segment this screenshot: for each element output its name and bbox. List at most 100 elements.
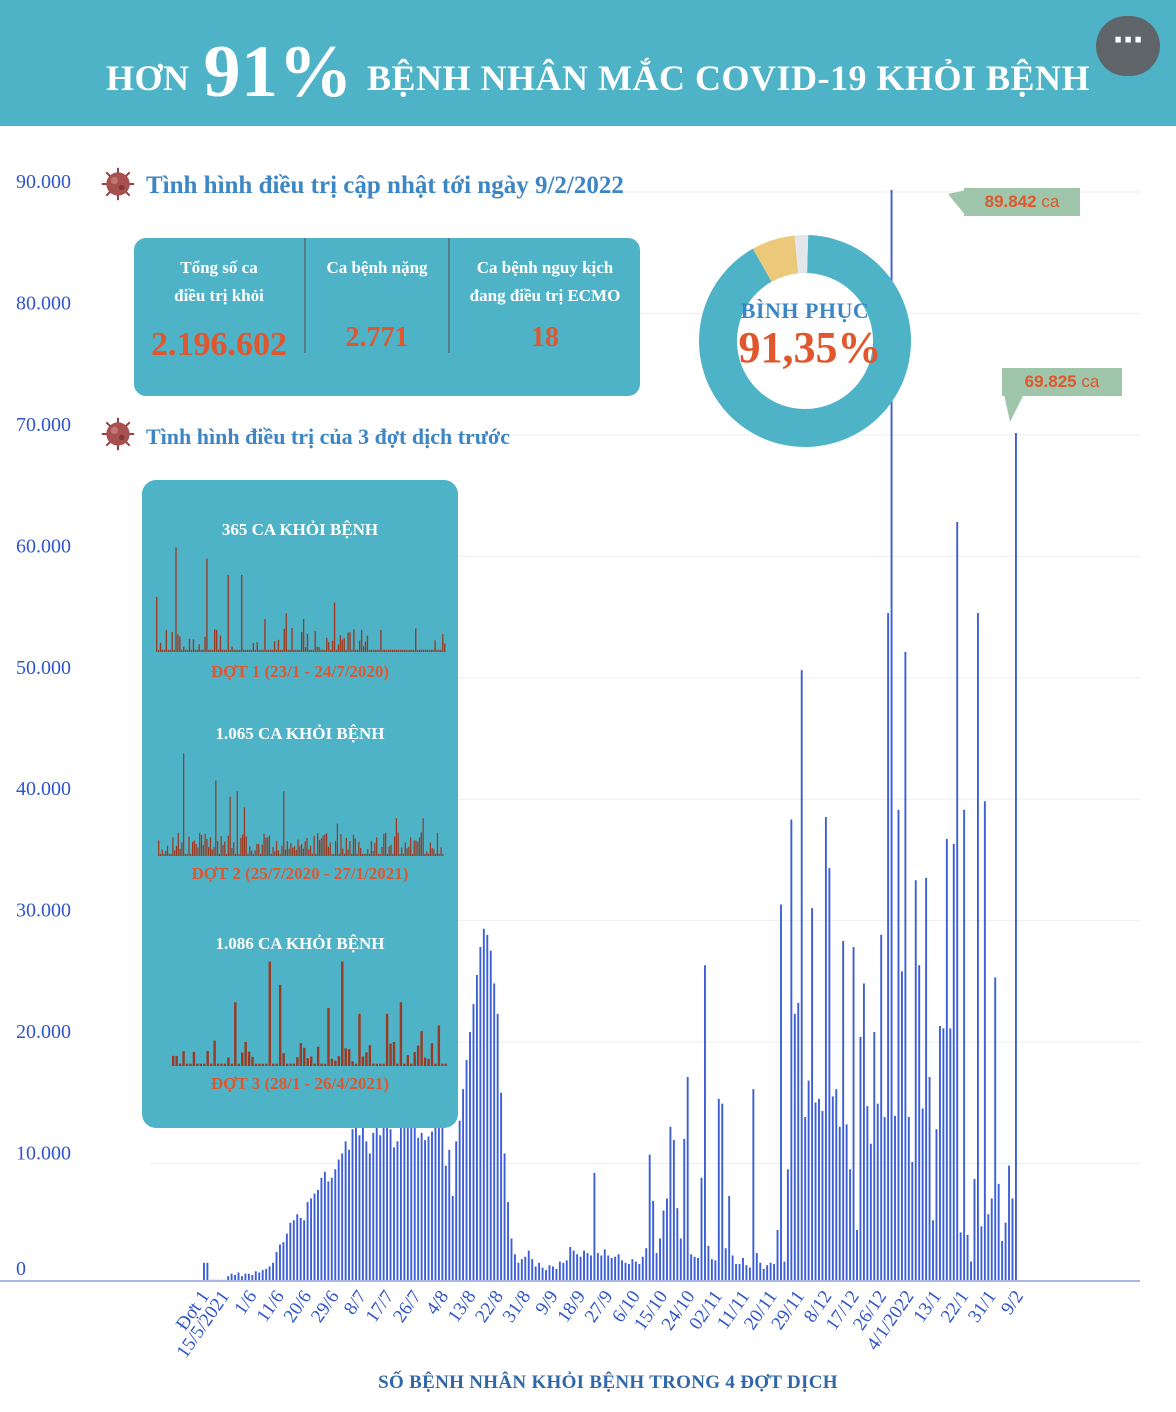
bar [624, 1262, 627, 1281]
mini-bar [195, 843, 197, 856]
bar [862, 983, 865, 1281]
mini-bar [338, 853, 340, 856]
mini-bar [192, 639, 195, 652]
bar [437, 1092, 440, 1281]
mini-bar [420, 832, 423, 856]
mini-bar [243, 807, 246, 856]
bar [261, 1270, 264, 1281]
bar [818, 1098, 820, 1281]
mini-bar [327, 846, 330, 856]
mini-bar [299, 845, 301, 856]
mini-bar [351, 649, 353, 652]
mini-bar [386, 853, 389, 856]
mini-bar [196, 649, 198, 652]
stat-value: 18 [531, 322, 559, 353]
mini-bar [173, 649, 175, 652]
mini-bar [340, 834, 342, 856]
bar [859, 1036, 862, 1281]
mini-bar [157, 649, 160, 652]
mini-bar [303, 1047, 306, 1066]
mini-bar [200, 834, 203, 856]
mini-bar [331, 853, 333, 856]
mini-bar [385, 1013, 389, 1066]
stat-label: Ca bệnh nặng [326, 258, 428, 277]
bar [786, 1169, 789, 1281]
mini-bar [372, 649, 374, 652]
wave1-mini-chart [156, 547, 446, 652]
mini-bar [170, 853, 172, 856]
mini-bar [302, 848, 305, 856]
mini-bar [252, 853, 254, 856]
mini-bar [204, 833, 206, 856]
mini-bar [379, 853, 381, 856]
mini-bar [308, 849, 310, 856]
mini-bar [211, 849, 213, 856]
mini-bar [424, 853, 426, 856]
more-options-button[interactable]: ⋯ [1096, 16, 1160, 76]
bar [524, 1256, 527, 1281]
bar [828, 868, 831, 1281]
mini-bar [202, 649, 204, 652]
mini-bar [290, 843, 292, 856]
mini-bar [216, 841, 219, 856]
stats-box: Tổng số ca điều trị khỏi 2.196.602 Ca bện… [134, 238, 640, 396]
y-tick-label: 70.000 [16, 414, 71, 436]
bar [845, 1124, 848, 1281]
bar [431, 1131, 433, 1281]
mini-bar [165, 630, 168, 652]
x-tick-label: 22/8 [471, 1287, 508, 1327]
x-axis-label: SỐ BỆNH NHÂN KHỎI BỆNH TRONG 4 ĐỢT DỊCH [378, 1372, 838, 1393]
mini-bar [209, 1063, 213, 1066]
mini-bar [339, 635, 342, 652]
bar [265, 1268, 268, 1281]
bar [583, 1250, 585, 1281]
bar [510, 1238, 513, 1281]
mini-bar [343, 638, 345, 652]
bar [285, 1233, 288, 1281]
mini-bar [431, 847, 433, 856]
bar [876, 1103, 879, 1281]
bar [500, 1092, 503, 1281]
mini-bar [250, 850, 253, 856]
bar [372, 1132, 375, 1281]
mini-bar [192, 1051, 196, 1066]
mini-bar [381, 847, 383, 856]
mini-bar [406, 848, 408, 856]
mini-bar [185, 1063, 189, 1066]
bar [907, 1117, 910, 1281]
mini-bar [281, 845, 283, 856]
mini-bar [194, 649, 197, 652]
mini-bar [345, 837, 347, 856]
mini-bar [404, 842, 406, 856]
bar [275, 1251, 278, 1281]
bar [531, 1259, 534, 1281]
mini-bar [188, 638, 191, 652]
mini-bar [364, 641, 367, 652]
mini-bar [406, 1055, 410, 1066]
bar [361, 1125, 364, 1281]
bar [890, 189, 893, 1281]
mini-bar [328, 642, 330, 652]
bar [793, 1013, 796, 1281]
mini-bar [304, 647, 307, 652]
bar [306, 1202, 309, 1281]
mini-bar [377, 853, 380, 856]
mini-bar [330, 649, 332, 652]
mini-bar [233, 649, 235, 652]
mini-bar [433, 849, 435, 856]
title-prefix: HƠN [105, 58, 190, 98]
mini-bar [163, 649, 166, 652]
bar [348, 1149, 351, 1281]
mini-bar [224, 841, 226, 856]
mini-bar [386, 649, 388, 652]
mini-bar [234, 853, 237, 856]
bar [759, 1262, 762, 1281]
mini-bar [259, 853, 262, 856]
bar [776, 1229, 779, 1281]
bar [821, 1110, 824, 1281]
mini-bar [222, 844, 224, 856]
bar [945, 838, 948, 1281]
mini-bar [289, 1063, 292, 1066]
bar [247, 1273, 250, 1281]
mini-bar [436, 649, 438, 652]
